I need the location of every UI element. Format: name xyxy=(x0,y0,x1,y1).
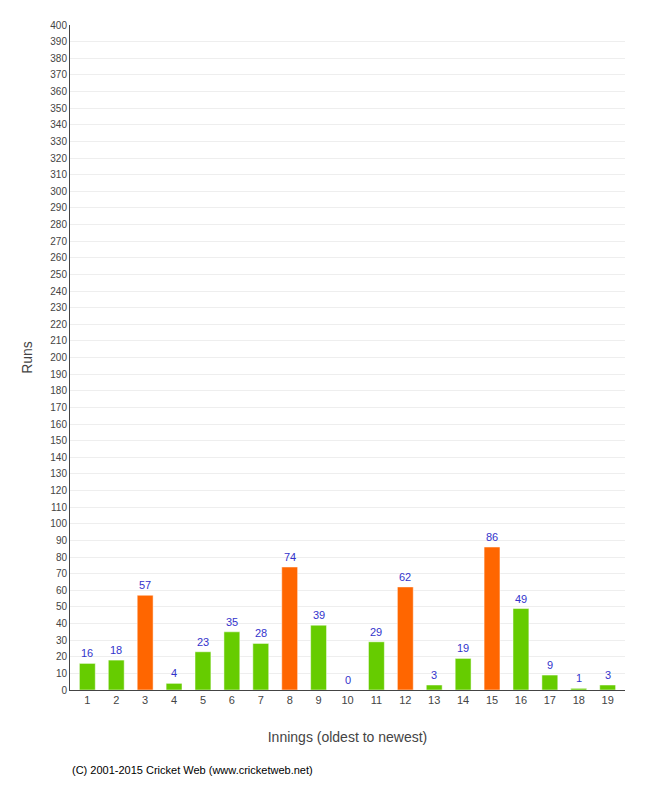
svg-text:0: 0 xyxy=(345,674,351,686)
svg-text:50: 50 xyxy=(56,601,68,612)
svg-text:4: 4 xyxy=(171,694,177,706)
svg-text:260: 260 xyxy=(50,252,67,263)
svg-text:19: 19 xyxy=(602,694,614,706)
svg-text:370: 370 xyxy=(50,69,67,80)
svg-text:1: 1 xyxy=(576,672,582,684)
svg-text:340: 340 xyxy=(50,119,67,130)
svg-text:350: 350 xyxy=(50,103,67,114)
svg-text:290: 290 xyxy=(50,202,67,213)
svg-text:100: 100 xyxy=(50,518,67,529)
svg-text:90: 90 xyxy=(56,535,68,546)
svg-text:28: 28 xyxy=(255,627,267,639)
svg-text:1: 1 xyxy=(84,694,90,706)
svg-text:170: 170 xyxy=(50,402,67,413)
svg-text:57: 57 xyxy=(139,579,151,591)
svg-text:16: 16 xyxy=(515,694,527,706)
svg-text:400: 400 xyxy=(50,20,67,31)
svg-text:(C) 2001-2015 Cricket Web (www: (C) 2001-2015 Cricket Web (www.cricketwe… xyxy=(72,764,313,776)
svg-text:300: 300 xyxy=(50,186,67,197)
svg-text:120: 120 xyxy=(50,485,67,496)
svg-text:4: 4 xyxy=(171,667,177,679)
svg-text:330: 330 xyxy=(50,136,67,147)
svg-text:110: 110 xyxy=(51,502,67,513)
svg-text:240: 240 xyxy=(50,286,67,297)
svg-text:14: 14 xyxy=(457,694,469,706)
svg-text:80: 80 xyxy=(56,552,68,563)
svg-text:190: 190 xyxy=(50,369,67,380)
svg-text:320: 320 xyxy=(50,153,67,164)
svg-text:280: 280 xyxy=(50,219,67,230)
svg-text:160: 160 xyxy=(50,419,67,430)
svg-text:220: 220 xyxy=(50,319,67,330)
svg-text:49: 49 xyxy=(515,593,527,605)
svg-text:18: 18 xyxy=(573,694,585,706)
svg-text:29: 29 xyxy=(370,626,382,638)
svg-text:130: 130 xyxy=(50,468,67,479)
svg-text:35: 35 xyxy=(226,616,238,628)
svg-text:2: 2 xyxy=(113,694,119,706)
svg-text:13: 13 xyxy=(428,694,440,706)
svg-text:30: 30 xyxy=(56,635,68,646)
svg-text:210: 210 xyxy=(50,335,67,346)
svg-text:15: 15 xyxy=(486,694,498,706)
svg-text:360: 360 xyxy=(50,86,67,97)
svg-text:6: 6 xyxy=(229,694,235,706)
svg-text:200: 200 xyxy=(50,352,67,363)
svg-text:10: 10 xyxy=(341,694,353,706)
svg-text:9: 9 xyxy=(547,659,553,671)
svg-text:140: 140 xyxy=(50,452,67,463)
svg-text:23: 23 xyxy=(197,636,209,648)
svg-text:3: 3 xyxy=(142,694,148,706)
svg-text:9: 9 xyxy=(316,694,322,706)
svg-text:250: 250 xyxy=(50,269,67,280)
svg-text:20: 20 xyxy=(56,651,68,662)
svg-text:8: 8 xyxy=(287,694,293,706)
svg-text:310: 310 xyxy=(50,169,67,180)
svg-text:Runs: Runs xyxy=(19,341,35,374)
svg-text:86: 86 xyxy=(486,531,498,543)
svg-text:17: 17 xyxy=(544,694,556,706)
svg-text:230: 230 xyxy=(50,302,67,313)
svg-text:390: 390 xyxy=(50,36,67,47)
svg-text:39: 39 xyxy=(313,609,325,621)
svg-text:70: 70 xyxy=(56,568,68,579)
svg-text:18: 18 xyxy=(110,644,122,656)
svg-text:19: 19 xyxy=(457,642,469,654)
svg-text:0: 0 xyxy=(61,685,67,696)
svg-text:60: 60 xyxy=(56,585,68,596)
svg-text:Innings (oldest to newest): Innings (oldest to newest) xyxy=(268,729,428,745)
svg-text:150: 150 xyxy=(50,435,67,446)
svg-text:40: 40 xyxy=(56,618,68,629)
svg-text:270: 270 xyxy=(50,236,67,247)
svg-text:74: 74 xyxy=(284,551,296,563)
svg-text:7: 7 xyxy=(258,694,264,706)
svg-text:62: 62 xyxy=(399,571,411,583)
svg-text:380: 380 xyxy=(50,53,67,64)
svg-text:12: 12 xyxy=(399,694,411,706)
svg-text:5: 5 xyxy=(200,694,206,706)
svg-text:180: 180 xyxy=(50,385,67,396)
svg-text:11: 11 xyxy=(371,694,382,706)
svg-text:10: 10 xyxy=(56,668,68,679)
svg-text:3: 3 xyxy=(605,669,611,681)
svg-text:3: 3 xyxy=(431,669,437,681)
svg-text:16: 16 xyxy=(81,647,93,659)
